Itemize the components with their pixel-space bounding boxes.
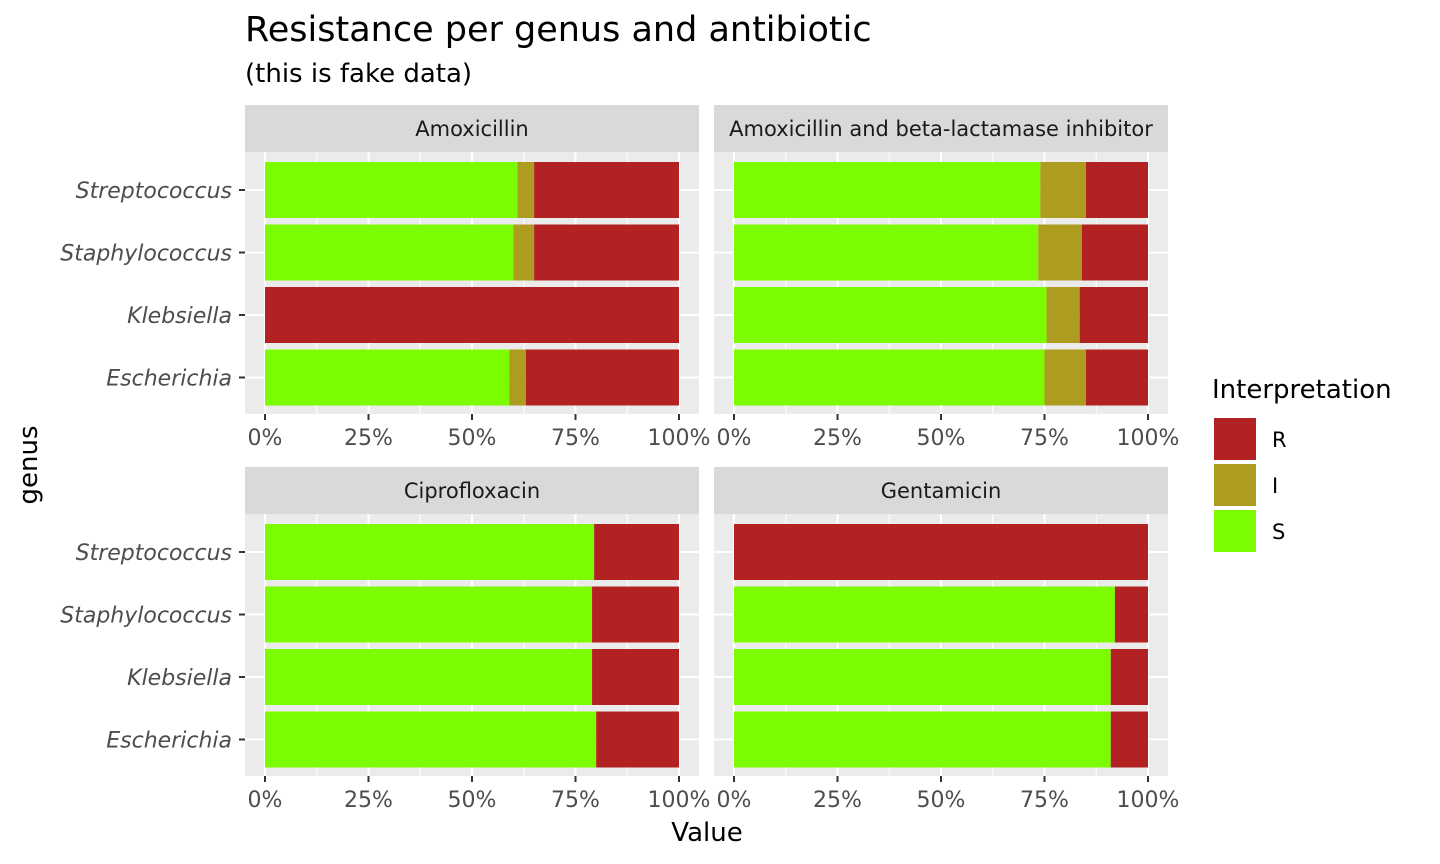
bar-segment-S xyxy=(265,524,595,580)
y-tick-label: Streptococcus xyxy=(76,541,232,566)
x-tick-label: 25% xyxy=(813,426,862,451)
bar-segment-R xyxy=(534,224,679,281)
chart-subtitle: (this is fake data) xyxy=(245,59,472,89)
bar-segment-R xyxy=(1081,224,1148,281)
x-tick-label: 25% xyxy=(813,788,862,813)
x-tick-label: 100% xyxy=(1117,788,1180,813)
x-tick-label: 50% xyxy=(448,788,497,813)
bar-segment-I xyxy=(1044,349,1086,406)
facet-panel: Amoxicillin and beta-lactamase inhibitor… xyxy=(714,105,1179,451)
bar-segment-I xyxy=(1038,224,1082,281)
facet-panel: Ciprofloxacin 0% 25% 50% 75% 100% Streptococcu… xyxy=(60,467,710,813)
x-tick-label: 50% xyxy=(448,426,497,451)
facet-panels: Amoxicillin 0% 25% 50% 75% 100% Streptococcus S… xyxy=(60,105,1179,813)
bar-segment-R xyxy=(1114,586,1148,643)
y-tick-label: Staphylococcus xyxy=(60,604,232,629)
x-tick-label: 50% xyxy=(917,788,966,813)
facet-strip xyxy=(714,105,1168,152)
bar-segment-R xyxy=(534,162,679,218)
x-tick-label: 0% xyxy=(248,788,283,813)
bar-segment-S xyxy=(734,586,1115,643)
y-tick-label: Streptococcus xyxy=(76,179,232,204)
facet-strip xyxy=(245,105,699,152)
chart-title: Resistance per genus and antibiotic xyxy=(245,10,872,50)
facet-strip-label: Amoxicillin and beta-lactamase inhibitor xyxy=(729,117,1153,141)
bar-segment-R xyxy=(1079,287,1148,343)
bar-segment-R xyxy=(1110,649,1148,705)
bar-segment-R xyxy=(525,349,679,406)
bar-segment-R xyxy=(592,586,679,643)
bar-segment-R xyxy=(1085,349,1148,406)
legend-label: R xyxy=(1272,428,1287,452)
bar-segment-S xyxy=(265,349,510,406)
x-tick-label: 0% xyxy=(248,426,283,451)
x-tick-label: 0% xyxy=(717,788,752,813)
bar-segment-S xyxy=(265,711,597,768)
bar-segment-S xyxy=(734,649,1111,705)
bar-segment-R xyxy=(265,287,679,343)
facet-panel: Gentamicin 0% 25% 50% 75% 100% xyxy=(714,467,1179,813)
bar-segment-R xyxy=(594,524,679,580)
legend-label: I xyxy=(1272,474,1278,498)
x-tick-label: 100% xyxy=(1117,426,1180,451)
facet-strip-label: Ciprofloxacin xyxy=(404,479,540,503)
x-tick-label: 100% xyxy=(648,788,711,813)
facet-panel: Amoxicillin 0% 25% 50% 75% 100% Streptococcus S… xyxy=(60,105,710,451)
bar-segment-S xyxy=(265,649,593,705)
y-tick-label: Staphylococcus xyxy=(60,242,232,267)
bar-segment-R xyxy=(1110,711,1148,768)
bar-segment-S xyxy=(265,224,514,281)
facet-strip-label: Amoxicillin xyxy=(415,117,528,141)
bar-segment-R xyxy=(592,649,679,705)
bar-segment-R xyxy=(596,711,679,768)
bar-segment-I xyxy=(517,162,535,218)
legend-title: Interpretation xyxy=(1212,375,1392,405)
y-tick-label: Escherichia xyxy=(106,367,232,392)
bar-segment-S xyxy=(734,224,1039,281)
bar-segment-S xyxy=(734,711,1111,768)
y-axis-title: genus xyxy=(14,425,44,504)
legend-label: S xyxy=(1272,520,1285,544)
legend-key-S xyxy=(1214,510,1256,552)
x-tick-label: 75% xyxy=(1020,426,1069,451)
bar-segment-S xyxy=(734,287,1047,343)
x-tick-label: 25% xyxy=(344,788,393,813)
x-tick-label: 0% xyxy=(717,426,752,451)
x-tick-label: 25% xyxy=(344,426,393,451)
legend-key-I xyxy=(1214,464,1256,506)
x-tick-label: 100% xyxy=(648,426,711,451)
bar-segment-I xyxy=(1040,162,1086,218)
legend-key-R xyxy=(1214,418,1256,460)
y-tick-label: Escherichia xyxy=(106,729,232,754)
bar-segment-I xyxy=(1046,287,1080,343)
bar-segment-R xyxy=(734,524,1148,580)
x-tick-label: 75% xyxy=(551,426,600,451)
bar-segment-S xyxy=(734,349,1045,406)
bar-segment-S xyxy=(265,162,518,218)
bar-segment-S xyxy=(265,586,593,643)
x-axis-title: Value xyxy=(671,818,742,848)
x-tick-label: 50% xyxy=(917,426,966,451)
bar-segment-S xyxy=(734,162,1041,218)
bar-segment-I xyxy=(513,224,535,281)
y-tick-label: Klebsiella xyxy=(127,666,232,691)
bar-segment-I xyxy=(509,349,526,406)
x-tick-label: 75% xyxy=(551,788,600,813)
y-tick-label: Klebsiella xyxy=(127,304,232,329)
facet-strip xyxy=(245,467,699,514)
legend: Interpretation RIS xyxy=(1212,375,1392,552)
facet-strip xyxy=(714,467,1168,514)
facet-strip-label: Gentamicin xyxy=(881,479,1002,503)
bar-segment-R xyxy=(1085,162,1148,218)
x-tick-label: 75% xyxy=(1020,788,1069,813)
